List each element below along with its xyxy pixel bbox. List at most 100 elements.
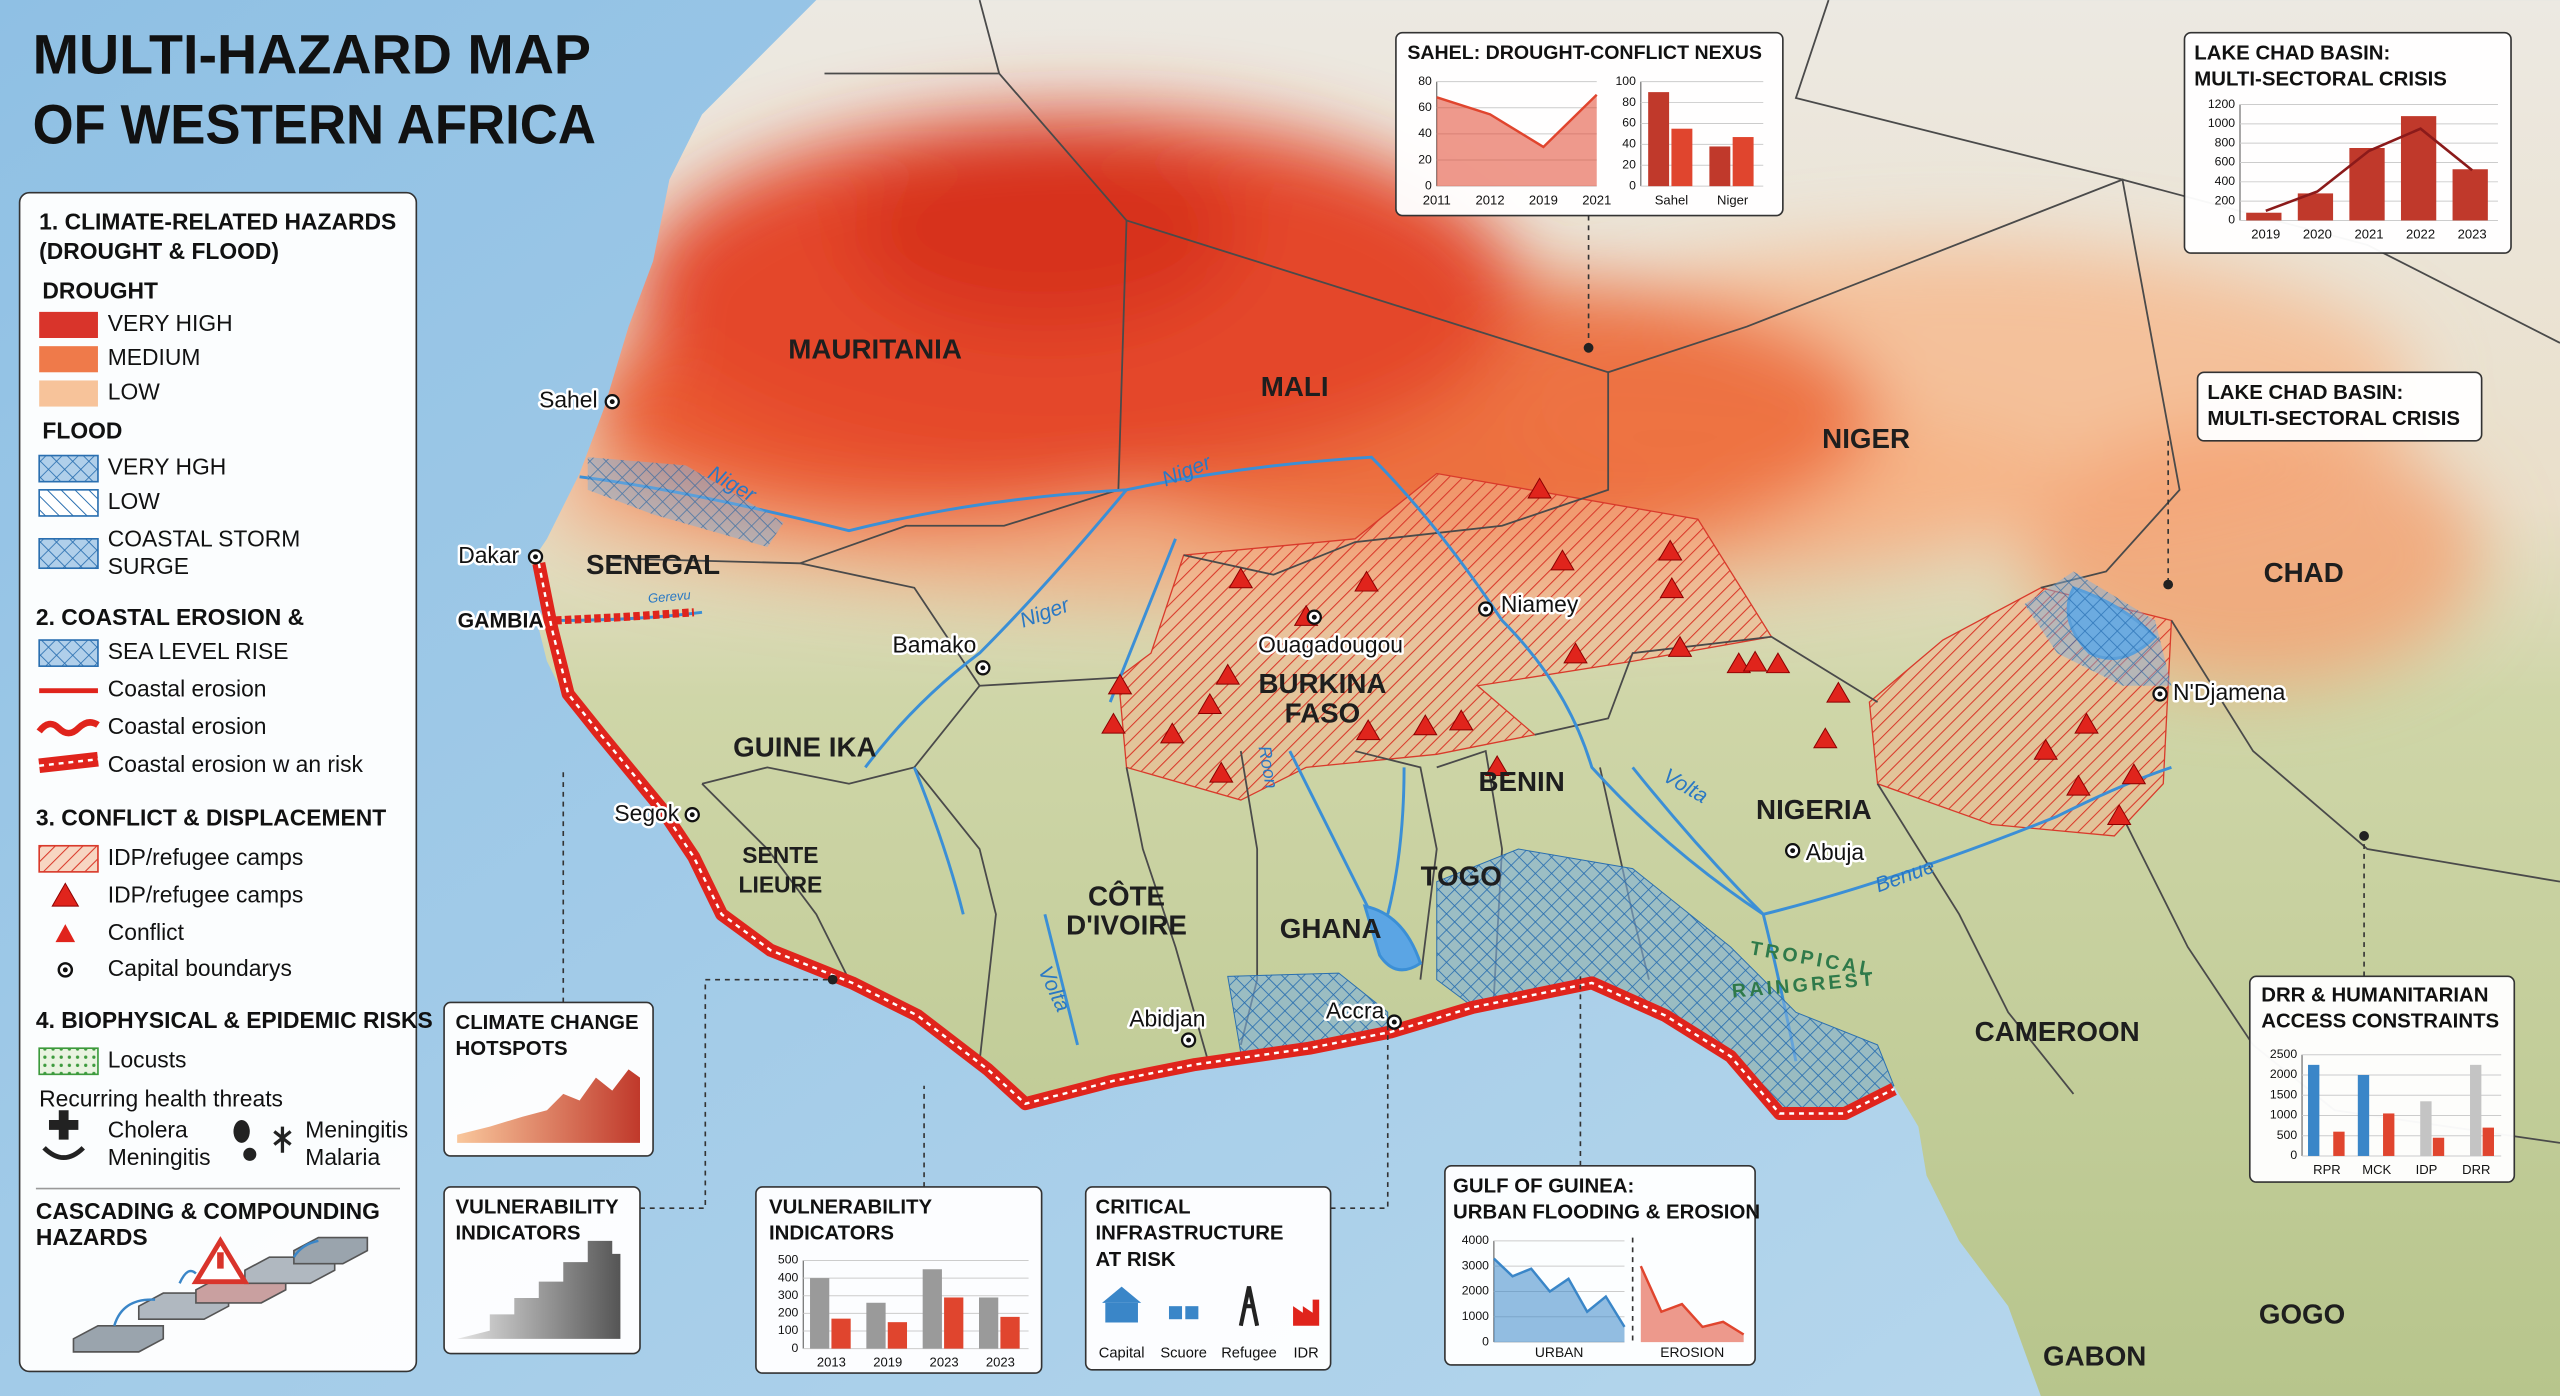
country-label: GOGO bbox=[2259, 1298, 2345, 1329]
bar bbox=[887, 1322, 908, 1349]
path bbox=[701, 783, 850, 981]
inset-title: VULNERABILITY bbox=[456, 1197, 620, 1219]
panel-label: EROSION bbox=[1660, 1344, 1724, 1360]
inset-title: INDICATORS bbox=[769, 1223, 894, 1245]
legend-item: Malaria bbox=[305, 1144, 380, 1170]
y-tick-label: 200 bbox=[778, 1306, 799, 1320]
ellipse bbox=[848, 130, 1241, 327]
y-tick-label: 200 bbox=[2215, 193, 2236, 207]
rect bbox=[38, 454, 99, 483]
path bbox=[1125, 767, 1210, 1062]
inset-title: MULTI-SECTORAL CRISIS bbox=[2207, 408, 2460, 430]
city-marker bbox=[1391, 1019, 1397, 1025]
y-tick-label: 4000 bbox=[1462, 1233, 1489, 1247]
country-label: GUINE IKA bbox=[733, 732, 876, 763]
city-marker bbox=[1186, 1037, 1192, 1043]
path bbox=[2024, 571, 2172, 686]
path bbox=[1102, 1286, 1142, 1303]
path bbox=[457, 1240, 621, 1339]
country-label: SENEGAL bbox=[586, 549, 720, 580]
area-line bbox=[1436, 93, 1598, 149]
y-tick-label: 1000 bbox=[2270, 1108, 2297, 1122]
bar bbox=[2333, 1131, 2345, 1156]
y-tick-label: 2000 bbox=[2270, 1067, 2297, 1081]
country-label: LIEURE bbox=[739, 872, 823, 898]
y-tick-label: 2500 bbox=[2270, 1047, 2297, 1061]
y-tick-label: 100 bbox=[778, 1323, 799, 1337]
conflict-marker bbox=[1657, 539, 1683, 561]
country-label: D'IVOIRE bbox=[1066, 910, 1187, 941]
legend-heading: (DROUGHT & FLOOD) bbox=[39, 238, 279, 264]
x-tick-label: Niger bbox=[1717, 192, 1749, 207]
inset-title: INDICATORS bbox=[456, 1223, 581, 1245]
bar bbox=[810, 1278, 830, 1349]
inset-title: URBAN FLOODING & EROSION bbox=[1453, 1201, 1760, 1223]
y-tick-label: 0 bbox=[2228, 213, 2235, 227]
title: OF WESTERN AFRICA bbox=[33, 94, 596, 156]
bar bbox=[922, 1269, 942, 1349]
rect bbox=[2196, 371, 2483, 442]
conflict-marker bbox=[1527, 477, 1552, 499]
inset-title: AT RISK bbox=[1096, 1249, 1176, 1271]
path bbox=[1876, 783, 2075, 1095]
legend-item: IDP/refugee camps bbox=[108, 844, 304, 870]
legend-heading: 2. COASTAL EROSION & bbox=[36, 604, 304, 630]
circle bbox=[2163, 579, 2174, 590]
x-tick-label: 2021 bbox=[2354, 227, 2383, 242]
x-tick-label: RPR bbox=[2313, 1162, 2341, 1177]
path bbox=[912, 766, 965, 915]
conflict-marker bbox=[1484, 754, 1510, 777]
rect bbox=[1105, 1302, 1138, 1323]
legend-item: Cholera bbox=[108, 1117, 188, 1143]
legend-item: VERY HIGH bbox=[108, 310, 233, 336]
y-tick-label: 60 bbox=[1622, 116, 1636, 130]
conflict-marker bbox=[1354, 570, 1379, 592]
path bbox=[72, 1324, 165, 1353]
inset-title: CLIMATE CHANGE bbox=[456, 1012, 639, 1034]
conflict-marker bbox=[1726, 652, 1752, 674]
path bbox=[1631, 766, 1765, 916]
path bbox=[1794, 0, 2123, 181]
path bbox=[612, 557, 981, 785]
path bbox=[39, 758, 99, 767]
x-tick-label: IDP bbox=[2416, 1162, 2438, 1177]
country-label: MAURITANIA bbox=[788, 333, 962, 364]
conflict-marker bbox=[1228, 567, 1254, 589]
conflict-marker bbox=[2121, 763, 2147, 785]
legend-item: Locusts bbox=[108, 1046, 187, 1072]
x-tick-label: MCK bbox=[2362, 1162, 2391, 1177]
bar bbox=[2432, 1137, 2445, 1156]
y-tick-label: 300 bbox=[778, 1288, 799, 1302]
bar bbox=[2383, 1113, 2395, 1156]
area-line bbox=[1493, 1257, 1626, 1328]
path bbox=[42, 1145, 85, 1161]
bar bbox=[1000, 1316, 1020, 1349]
circle bbox=[62, 967, 68, 973]
legend-item: Meningitis bbox=[305, 1117, 408, 1143]
rect bbox=[1185, 1306, 1199, 1320]
bar bbox=[2470, 1064, 2482, 1156]
inset-label: Scuore bbox=[1160, 1345, 1207, 1361]
country-label: CAMEROON bbox=[1975, 1016, 2140, 1047]
path bbox=[113, 1239, 319, 1327]
legend-heading: CASCADING & COMPOUNDING bbox=[36, 1198, 380, 1224]
inset-title: GULF OF GUINEA: bbox=[1453, 1175, 1634, 1197]
country-label: NIGER bbox=[1822, 423, 1910, 454]
path bbox=[273, 1126, 292, 1153]
country-label: FASO bbox=[1285, 697, 1361, 728]
bar bbox=[944, 1297, 964, 1349]
path bbox=[978, 0, 1001, 74]
y-tick-label: 20 bbox=[1418, 152, 1432, 166]
path bbox=[1354, 750, 1438, 980]
line bbox=[2265, 127, 2473, 213]
y-tick-label: 40 bbox=[1622, 137, 1636, 151]
y-tick-label: 1000 bbox=[1462, 1309, 1489, 1323]
city-marker bbox=[609, 399, 615, 405]
city-label: Accra bbox=[1326, 997, 1385, 1023]
x-tick-label: 2019 bbox=[873, 1355, 902, 1370]
bar bbox=[2482, 1127, 2494, 1156]
x-tick-label: Sahel bbox=[1655, 192, 1688, 207]
legend-heading: 3. CONFLICT & DISPLACEMENT bbox=[36, 805, 386, 831]
